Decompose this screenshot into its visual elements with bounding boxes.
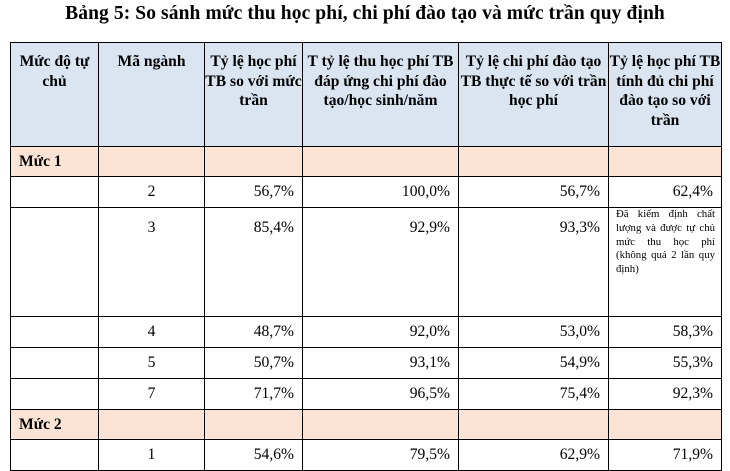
table-title: Bảng 5: So sánh mức thu học phí, chi phí…	[65, 3, 665, 24]
cost-vs-cap-value: 75,4%	[458, 378, 609, 410]
fee-covers-cost-value: 79,5%	[302, 439, 459, 471]
program-code: 4	[98, 316, 205, 348]
program-code: 2	[98, 176, 205, 208]
header-program-code: Mã ngành	[98, 42, 205, 147]
fee-covers-cost-value: 93,1%	[302, 347, 459, 379]
table-row: 7 71,7% 96,5% 75,4% 92,3%	[10, 378, 722, 410]
full-cost-fee-value: 55,3%	[608, 347, 722, 379]
full-cost-fee-note: Đã kiểm định chất lượng và được tự chủ m…	[608, 207, 722, 317]
full-cost-fee-value: 58,3%	[608, 316, 722, 348]
fee-vs-cap-value: 54,6%	[204, 439, 303, 471]
full-cost-fee-value: 62,4%	[608, 176, 722, 208]
program-code: 7	[98, 378, 205, 410]
header-cost-vs-cap: Tỷ lệ chi phí đào tạo TB thực tế so với …	[458, 42, 609, 147]
fee-covers-cost-value: 92,0%	[302, 316, 459, 348]
program-code: 1	[98, 439, 205, 471]
program-code: 5	[98, 347, 205, 379]
fee-vs-cap-value: 56,7%	[204, 176, 303, 208]
header-row: Mức độ tự chủ Mã ngành Tỷ lệ học phí TB …	[10, 42, 722, 147]
group-row-level-2: Mức 2	[10, 409, 722, 440]
fee-covers-cost-value: 96,5%	[302, 378, 459, 410]
table-row: 5 50,7% 93,1% 54,9% 55,3%	[10, 347, 722, 379]
fee-vs-cap-value: 50,7%	[204, 347, 303, 379]
full-cost-fee-value: 92,3%	[608, 378, 722, 410]
full-cost-fee-value: 71,9%	[608, 439, 722, 471]
header-fee-vs-cap: Tỷ lệ học phí TB so với mức trần	[204, 42, 303, 147]
program-code: 3	[98, 207, 205, 317]
header-fee-covers-cost: T tỷ lệ thu học phí TB đáp ứng chi phí đ…	[302, 42, 459, 147]
fee-vs-cap-value: 85,4%	[204, 207, 303, 317]
fee-vs-cap-value: 48,7%	[204, 316, 303, 348]
header-full-cost-fee-vs-cap: Tỷ lệ học phí TB tính đủ chi phí đào tạo…	[608, 42, 722, 147]
comparison-table: Mức độ tự chủ Mã ngành Tỷ lệ học phí TB …	[10, 42, 722, 471]
table-row: 1 54,6% 79,5% 62,9% 71,9%	[10, 439, 722, 471]
cost-vs-cap-value: 93,3%	[458, 207, 609, 317]
group-row-level-1: Mức 1	[10, 146, 722, 177]
table-row: 4 48,7% 92,0% 53,0% 58,3%	[10, 316, 722, 348]
fee-covers-cost-value: 92,9%	[302, 207, 459, 317]
group-label: Mức 1	[10, 146, 99, 177]
cost-vs-cap-value: 56,7%	[458, 176, 609, 208]
header-autonomy-level: Mức độ tự chủ	[10, 42, 99, 147]
cost-vs-cap-value: 53,0%	[458, 316, 609, 348]
cost-vs-cap-value: 62,9%	[458, 439, 609, 471]
table-row: 3 85,4% 92,9% 93,3% Đã kiểm định chất lư…	[10, 207, 722, 317]
cost-vs-cap-value: 54,9%	[458, 347, 609, 379]
fee-covers-cost-value: 100,0%	[302, 176, 459, 208]
table-row: 2 56,7% 100,0% 56,7% 62,4%	[10, 176, 722, 208]
group-label: Mức 2	[10, 409, 99, 440]
fee-vs-cap-value: 71,7%	[204, 378, 303, 410]
